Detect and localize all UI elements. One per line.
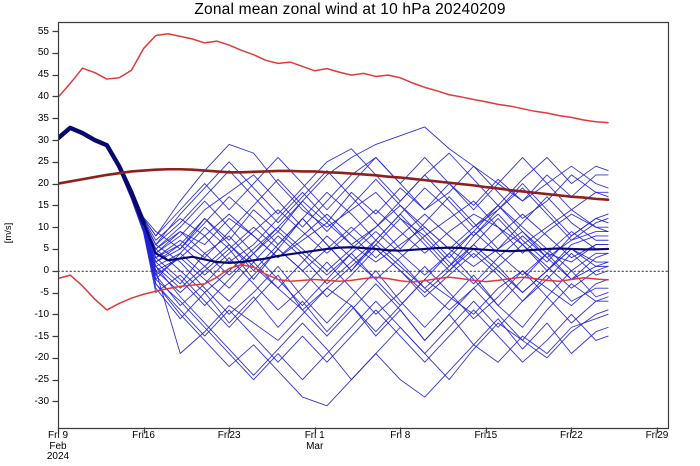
x-tick-label-line: Fri 8 [390, 430, 411, 441]
y-tick-label: 10 [37, 221, 49, 233]
x-tick-label: Fri15 [458, 430, 514, 442]
x-tick-label-line: Fri 9 [48, 430, 68, 441]
x-tick-label: Fri 8 [372, 430, 428, 442]
x-tick-label-line: Fri16 [132, 430, 155, 441]
y-tick-label: -15 [34, 330, 49, 342]
y-tick-label: 45 [37, 69, 49, 81]
y-tick-label: 40 [37, 90, 49, 102]
x-tick-label: Fri 9 Feb 2024 [30, 430, 86, 463]
x-tick-label: Fri 1 Mar [287, 430, 343, 452]
y-tick-label: -25 [34, 374, 49, 386]
y-tick-label: 20 [37, 178, 49, 190]
x-tick-label-line: Mar [306, 440, 324, 452]
x-tick-label-line: Feb [49, 440, 67, 452]
y-tick-label: -10 [34, 308, 49, 320]
x-tick-label-line: Fri23 [217, 430, 241, 441]
x-tick-label: Fri16 [116, 430, 172, 442]
y-tick-label: -5 [40, 287, 49, 299]
y-tick-label: 15 [37, 199, 49, 211]
x-tick-label-line: Fri15 [474, 430, 498, 441]
y-tick-label: 5 [43, 243, 49, 255]
y-tick-label: 35 [37, 112, 49, 124]
x-tick-label: Fri22 [543, 430, 599, 442]
x-tick-label-line: Fri 1 [304, 430, 325, 441]
y-tick-label: 0 [43, 265, 49, 277]
y-axis-unit-label: [m/s] [3, 222, 14, 244]
x-tick-label: Fri29 [629, 430, 685, 442]
y-tick-label: 25 [37, 156, 49, 168]
y-tick-label: 50 [37, 47, 49, 59]
x-tick-label-line: Fri22 [560, 430, 583, 441]
y-tick-label: 30 [37, 134, 49, 146]
x-tick-label-line: 2024 [46, 451, 70, 462]
x-tick-label-line: Fri29 [645, 430, 669, 441]
y-tick-label: -20 [34, 352, 49, 364]
y-tick-label: -30 [34, 395, 49, 407]
y-tick-label: 55 [37, 25, 49, 37]
x-tick-label: Fri23 [201, 430, 257, 442]
